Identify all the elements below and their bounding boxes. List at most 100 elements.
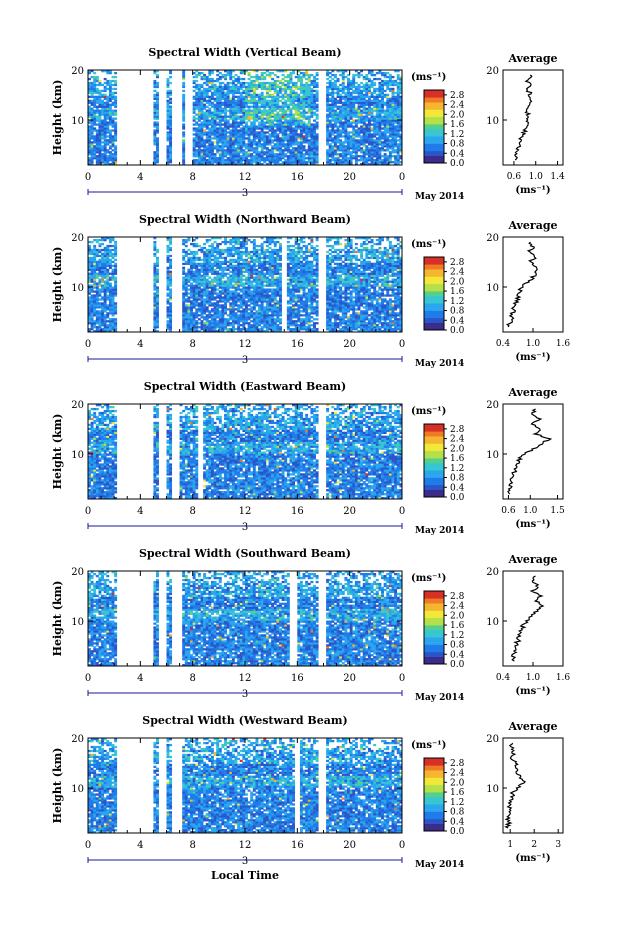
heatmap-cell: [153, 312, 156, 314]
heatmap-cell: [190, 261, 193, 263]
heatmap-cell: [195, 100, 198, 102]
heatmap-cell: [381, 102, 384, 104]
heatmap-cell: [208, 328, 211, 330]
heatmap-cell: [219, 76, 222, 78]
heatmap-cell: [373, 102, 376, 104]
heatmap-cell: [216, 281, 219, 283]
heatmap-cell: [221, 86, 224, 88]
heatmap-cell: [101, 322, 104, 324]
heatmap-cell: [101, 304, 104, 306]
heatmap-cell: [112, 249, 115, 251]
heatmap-cell: [397, 88, 400, 90]
heatmap-cell: [101, 253, 104, 255]
heatmap-cell: [182, 322, 185, 324]
heatmap-cell: [389, 141, 392, 143]
heatmap-cell: [227, 296, 230, 298]
heatmap-cells: [88, 237, 402, 332]
heatmap-cell: [365, 153, 368, 155]
colorbar-segment: [424, 131, 444, 134]
heatmap-cell: [308, 139, 311, 141]
heatmap-cell: [300, 82, 303, 84]
heatmap-cell: [310, 129, 313, 131]
heatmap-cell: [208, 300, 211, 302]
heatmap-cell: [156, 271, 159, 273]
heatmap-cell: [376, 131, 379, 133]
heatmap-cell: [303, 84, 306, 86]
heatmap-cell: [193, 316, 196, 318]
heatmap-cell: [384, 96, 387, 98]
heatmap-cell: [101, 157, 104, 159]
heatmap-cell: [216, 100, 219, 102]
heatmap-cell: [156, 137, 159, 139]
heatmap-cell: [232, 159, 235, 161]
heatmap-cell: [211, 98, 214, 100]
heatmap-cell: [365, 94, 368, 96]
heatmap-cell: [347, 96, 350, 98]
heatmap-cell: [381, 106, 384, 108]
heatmap-cell: [201, 110, 204, 112]
heatmap-cell: [211, 143, 214, 145]
heatmap-cell: [93, 110, 96, 112]
heatmap-cell: [279, 131, 282, 133]
heatmap-cell: [101, 255, 104, 257]
heatmap-cell: [106, 104, 109, 106]
heatmap-cell: [274, 157, 277, 159]
heatmap-cell: [216, 283, 219, 285]
heatmap-cell: [378, 94, 381, 96]
heatmap-cell: [282, 102, 285, 104]
heatmap-cell: [104, 249, 107, 251]
heatmap-cell: [373, 123, 376, 125]
heatmap-cell: [360, 139, 363, 141]
heatmap-cell: [98, 259, 101, 261]
heatmap-cell: [378, 72, 381, 74]
heatmap-cell: [355, 153, 358, 155]
heatmap-cell: [289, 114, 292, 116]
heatmap-cell: [91, 137, 94, 139]
heatmap-cell: [203, 286, 206, 288]
heatmap-cell: [394, 131, 397, 133]
heatmap-cell: [221, 141, 224, 143]
heatmap-cell: [208, 312, 211, 314]
heatmap-cell: [261, 94, 264, 96]
heatmap-cell: [269, 84, 272, 86]
heatmap-cell: [368, 121, 371, 123]
heatmap-cell: [235, 106, 238, 108]
heatmap-cell: [344, 157, 347, 159]
heatmap-cell: [201, 320, 204, 322]
heatmap-cell: [305, 116, 308, 118]
heatmap-cell: [339, 155, 342, 157]
heatmap-cell: [384, 121, 387, 123]
heatmap-cell: [227, 149, 230, 151]
heatmap-cell: [237, 78, 240, 80]
heatmap-cell: [355, 121, 358, 123]
heatmap-cell: [198, 108, 201, 110]
heatmap-cell: [263, 143, 266, 145]
heatmap-cell: [232, 141, 235, 143]
heatmap-cell: [167, 239, 170, 241]
heatmap-cell: [219, 253, 222, 255]
heatmap-cell: [308, 147, 311, 149]
heatmap-cell: [276, 76, 279, 78]
heatmap-cell: [253, 143, 256, 145]
heatmap-cell: [316, 133, 319, 135]
heatmap-cell: [91, 249, 94, 251]
heatmap-cell: [229, 131, 232, 133]
heatmap-cell: [216, 112, 219, 114]
heatmap-cell: [392, 102, 395, 104]
heatmap-cell: [350, 155, 353, 157]
heatmap-cell: [206, 112, 209, 114]
heatmap-cell: [289, 129, 292, 131]
heatmap-cell: [289, 153, 292, 155]
heatmap-cell: [261, 84, 264, 86]
heatmap-cell: [263, 110, 266, 112]
heatmap-cell: [274, 135, 277, 137]
heatmap-cell: [240, 106, 243, 108]
heatmap-cell: [109, 265, 112, 267]
heatmap-cell: [198, 314, 201, 316]
heatmap-cell: [224, 308, 227, 310]
colorbar-segment: [424, 122, 444, 125]
heatmap-cell: [221, 312, 224, 314]
heatmap-cell: [98, 294, 101, 296]
heatmap-cell: [339, 145, 342, 147]
heatmap-cell: [201, 145, 204, 147]
